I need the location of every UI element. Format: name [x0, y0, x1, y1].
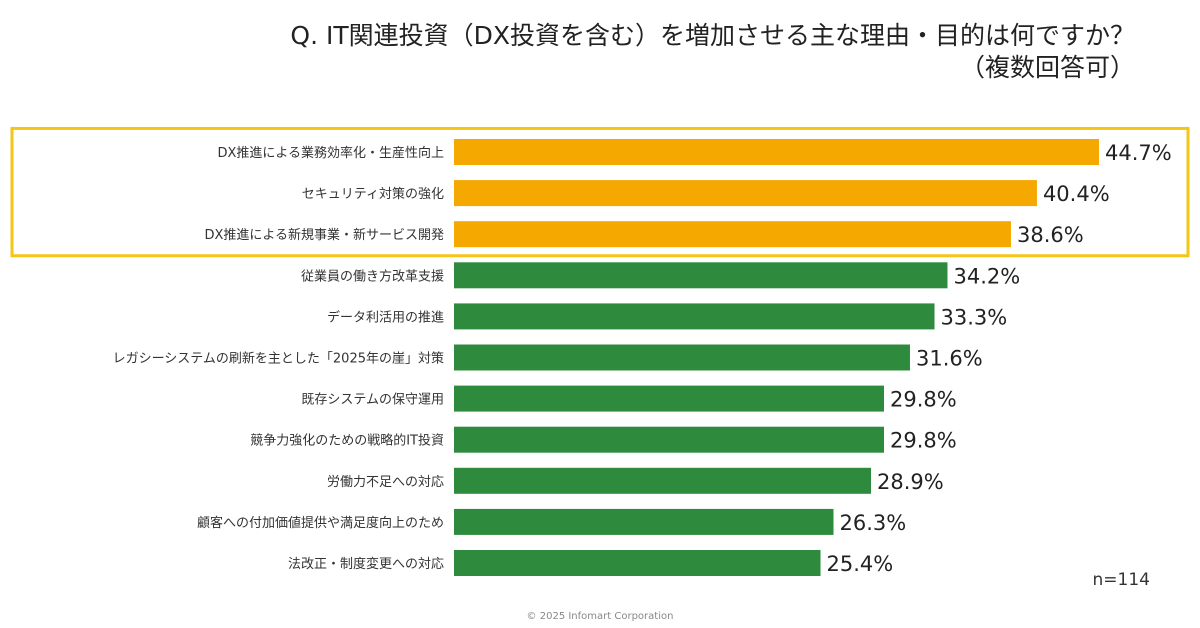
bar	[454, 426, 884, 453]
value-label: 31.6%	[916, 347, 983, 371]
category-label: DX推進による業務効率化・生産性向上	[217, 145, 444, 161]
bar	[454, 221, 1011, 248]
value-label: 34.2%	[953, 264, 1020, 288]
bar	[454, 550, 821, 576]
bar	[454, 303, 935, 330]
category-label: セキュリティ対策の強化	[302, 186, 444, 202]
value-label: 38.6%	[1017, 223, 1084, 247]
value-label: 44.7%	[1105, 141, 1172, 165]
copyright: © 2025 Infomart Corporation	[527, 611, 674, 622]
highlight-box	[10, 126, 1190, 258]
category-label: レガシーシステムの刷新を主とした「2025年の崖」対策	[113, 351, 444, 367]
bar	[454, 508, 834, 535]
bar	[454, 385, 884, 412]
chart-subtitle: （複数回答可）	[960, 53, 1135, 82]
category-label: 競争力強化のための戦略的IT投資	[250, 433, 444, 449]
bar	[454, 344, 910, 371]
category-label: DX推進による新規事業・新サービス開発	[204, 227, 444, 243]
chart-title: Q. IT関連投資（DX投資を含む）を増加させる主な理由・目的は何ですか？	[290, 21, 1135, 50]
bar	[454, 139, 1099, 165]
value-label: 33.3%	[941, 305, 1008, 329]
category-label: 法改正・制度変更への対応	[288, 556, 444, 572]
sample-size: n=114	[1093, 570, 1150, 590]
bar	[454, 262, 948, 289]
value-label: 26.3%	[839, 511, 906, 535]
bar	[454, 467, 872, 494]
value-label: 28.9%	[877, 470, 944, 494]
category-label: データ利活用の推進	[327, 309, 444, 325]
category-label: 労働力不足への対応	[327, 475, 444, 490]
value-label: 29.8%	[890, 429, 957, 453]
category-label: 顧客への付加価値提供や満足度向上のため	[197, 515, 444, 531]
category-label: 従業員の働き方改革支援	[301, 268, 444, 284]
bar	[454, 180, 1037, 207]
value-label: 25.4%	[827, 552, 894, 576]
value-label: 40.4%	[1043, 182, 1110, 206]
value-label: 29.8%	[890, 388, 957, 412]
category-label: 既存システムの保守運用	[301, 393, 444, 408]
